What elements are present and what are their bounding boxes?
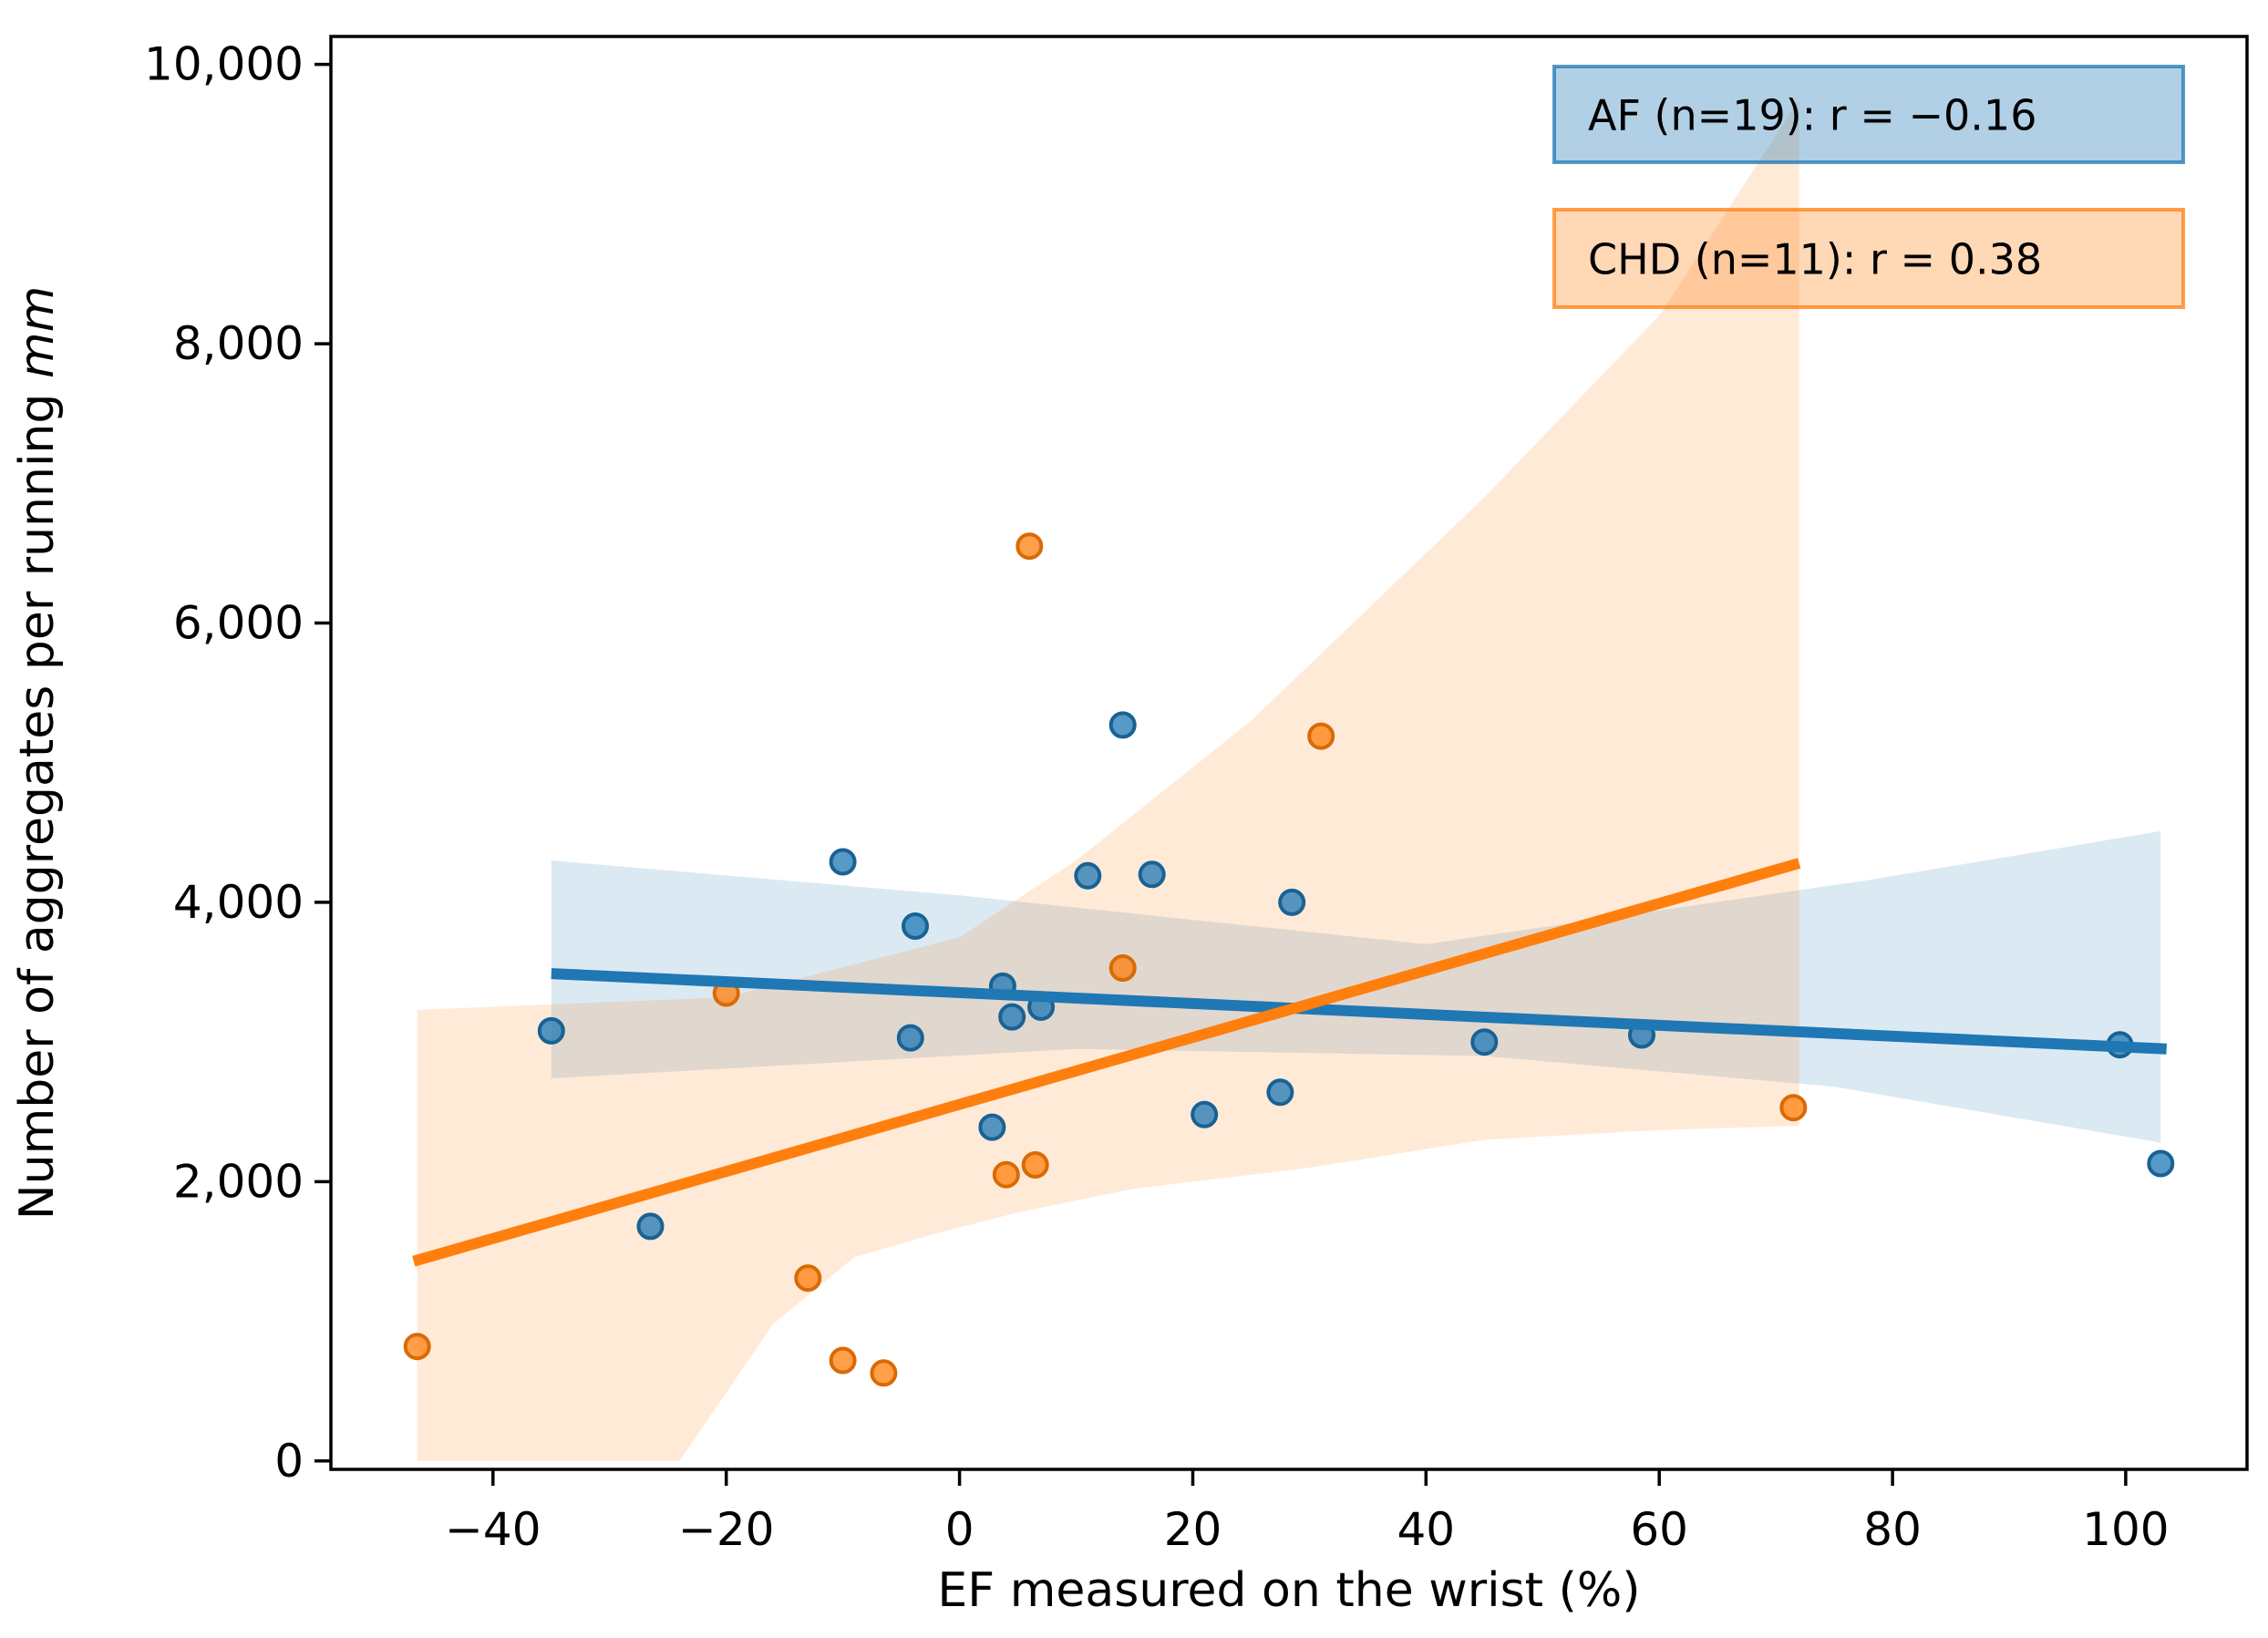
legend-box-af xyxy=(1552,65,2185,164)
scatter-point-chd xyxy=(1108,954,1137,982)
scatter-point-af xyxy=(998,1003,1026,1031)
x-tick-label: 60 xyxy=(1630,1503,1688,1556)
scatter-point-chd xyxy=(1021,1151,1049,1179)
scatter-point-af xyxy=(636,1212,665,1241)
scatter-point-af xyxy=(1108,711,1137,739)
x-axis-label: EF measured on the wrist (%) xyxy=(937,1563,1640,1618)
scatter-point-chd xyxy=(870,1359,898,1387)
x-tick-label: 80 xyxy=(1863,1503,1922,1556)
scatter-point-af xyxy=(902,912,929,940)
legend-label-af: AF (n=19): r = −0.16 xyxy=(1588,91,2036,140)
scatter-point-af xyxy=(1266,1078,1294,1107)
scatter-point-chd xyxy=(794,1264,822,1293)
scatter-point-chd xyxy=(1015,532,1044,561)
x-tick-label: 40 xyxy=(1397,1503,1455,1556)
y-axis-label: Number of aggregates per running mm xyxy=(10,286,65,1220)
y-tick-label: 2,000 xyxy=(173,1155,304,1208)
scatter-point-af xyxy=(1191,1100,1219,1128)
x-tick-label: −20 xyxy=(678,1503,775,1556)
scatter-point-af xyxy=(978,1113,1006,1141)
scatter-point-chd xyxy=(403,1333,431,1361)
scatter-point-chd xyxy=(992,1160,1020,1189)
scatter-point-chd xyxy=(1307,722,1335,750)
x-tick-label: 0 xyxy=(945,1503,974,1556)
y-tick-label: 6,000 xyxy=(173,597,304,650)
scatter-point-chd xyxy=(1779,1094,1808,1122)
x-tick-label: 100 xyxy=(2082,1503,2169,1556)
scatter-point-chd xyxy=(829,1346,857,1375)
y-tick-label: 10,000 xyxy=(144,38,304,91)
scatter-point-af xyxy=(1074,861,1102,890)
legend-label-chd: CHD (n=11): r = 0.38 xyxy=(1588,235,2042,284)
y-tick-label: 8,000 xyxy=(173,317,304,370)
x-tick-label: −40 xyxy=(445,1503,541,1556)
scatter-point-af xyxy=(537,1016,565,1045)
scatter-point-af xyxy=(1470,1028,1499,1056)
regression-line-af xyxy=(551,968,2167,1055)
legend-box-chd xyxy=(1552,208,2185,309)
ci-band-chd xyxy=(417,98,1799,1461)
scatter-point-af xyxy=(829,848,857,876)
regression-line-chd xyxy=(412,858,1801,1267)
scatter-point-af xyxy=(1278,888,1306,916)
scatter-point-af xyxy=(2147,1149,2175,1178)
scatter-point-af xyxy=(1138,860,1166,889)
scatter-point-af xyxy=(896,1024,924,1052)
y-tick-label: 0 xyxy=(274,1435,304,1488)
x-tick-label: 20 xyxy=(1164,1503,1222,1556)
y-tick-label: 4,000 xyxy=(173,876,304,929)
axes-spines xyxy=(329,35,2249,1471)
